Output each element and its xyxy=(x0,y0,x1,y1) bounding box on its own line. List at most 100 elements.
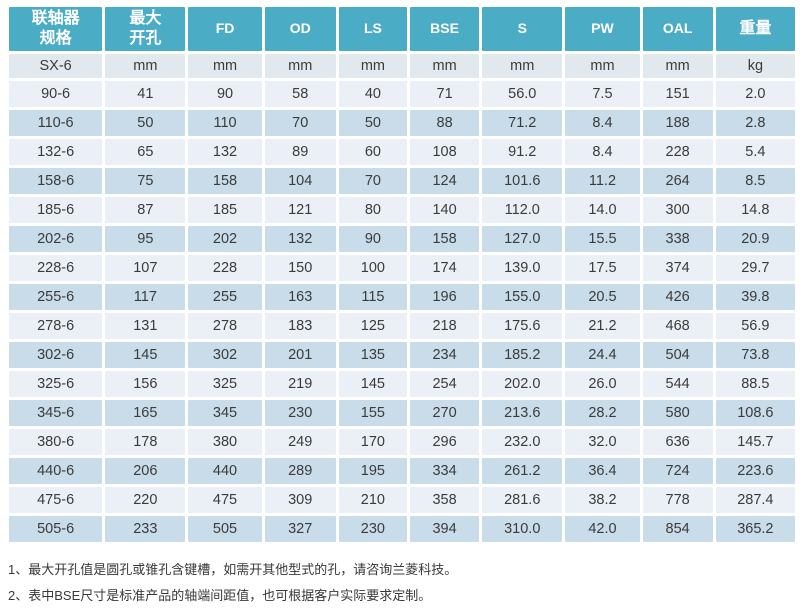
cell: mm xyxy=(264,54,336,78)
column-header-max-bore: 最大 开孔 xyxy=(105,7,186,51)
cell: 56.0 xyxy=(482,81,563,107)
cell: 14.8 xyxy=(715,197,795,223)
cell: 255-6 xyxy=(9,284,103,310)
header-label: 重量 xyxy=(739,20,772,37)
cell: 125 xyxy=(338,313,407,339)
cell: 8.5 xyxy=(715,168,795,194)
cell: 440-6 xyxy=(9,458,103,484)
header-label: 联轴器 xyxy=(31,10,80,27)
cell: 56.9 xyxy=(715,313,795,339)
cell: 505-6 xyxy=(9,516,103,542)
cell: 254 xyxy=(409,371,480,397)
cell: 42.0 xyxy=(565,516,640,542)
table-row: 110-6 50 110 70 50 88 71.2 8.4 188 2.8 xyxy=(9,110,795,136)
cell: kg xyxy=(715,54,795,78)
cell: 139.0 xyxy=(482,255,563,281)
cell: 327 xyxy=(264,516,336,542)
cell: 121 xyxy=(264,197,336,223)
cell: 165 xyxy=(105,400,186,426)
table-row: 302-6 145 302 201 135 234 185.2 24.4 504 73.8 xyxy=(9,342,795,368)
column-header-weight: 重量 xyxy=(715,7,795,51)
cell: 124 xyxy=(409,168,480,194)
cell: 101.6 xyxy=(482,168,563,194)
cell: 21.2 xyxy=(565,313,640,339)
cell: 220 xyxy=(105,487,186,513)
cell: 95 xyxy=(105,226,186,252)
cell: 2.0 xyxy=(715,81,795,107)
cell: 202.0 xyxy=(482,371,563,397)
cell: mm xyxy=(482,54,563,78)
cell: 296 xyxy=(409,429,480,455)
cell: 110 xyxy=(188,110,262,136)
cell: 183 xyxy=(264,313,336,339)
header-row: 联轴器 规格 最大 开孔 FD OD LS BSE xyxy=(9,7,795,51)
table-row: 132-6 65 132 89 60 108 91.2 8.4 228 5.4 xyxy=(9,139,795,165)
cell: 145 xyxy=(338,371,407,397)
table-row: 475-6 220 475 309 210 358 281.6 38.2 778 287.4 xyxy=(9,487,795,513)
column-header-fd: FD xyxy=(188,7,262,51)
table-row: 255-6 117 255 163 115 196 155.0 20.5 426 39.8 xyxy=(9,284,795,310)
table-row: 158-6 75 158 104 70 124 101.6 11.2 264 8.5 xyxy=(9,168,795,194)
cell: 108.6 xyxy=(715,400,795,426)
cell: 249 xyxy=(264,429,336,455)
cell: 505 xyxy=(188,516,262,542)
cell: 32.0 xyxy=(565,429,640,455)
cell: 8.4 xyxy=(565,110,640,136)
cell: 185-6 xyxy=(9,197,103,223)
cell: 309 xyxy=(264,487,336,513)
cell: 107 xyxy=(105,255,186,281)
cell: 380 xyxy=(188,429,262,455)
cell: 88 xyxy=(409,110,480,136)
cell: 127.0 xyxy=(482,226,563,252)
cell: 60 xyxy=(338,139,407,165)
cell: 255 xyxy=(188,284,262,310)
cell: 426 xyxy=(642,284,713,310)
cell: 218 xyxy=(409,313,480,339)
cell: 380-6 xyxy=(9,429,103,455)
cell: 185 xyxy=(188,197,262,223)
cell: 90 xyxy=(188,81,262,107)
cell: 325 xyxy=(188,371,262,397)
cell: 14.0 xyxy=(565,197,640,223)
cell: 213.6 xyxy=(482,400,563,426)
column-header-spec: 联轴器 规格 xyxy=(9,7,103,51)
cell: 178 xyxy=(105,429,186,455)
cell: 228 xyxy=(642,139,713,165)
column-header-od: OD xyxy=(264,7,336,51)
cell: 26.0 xyxy=(565,371,640,397)
cell: 36.4 xyxy=(565,458,640,484)
cell: 302 xyxy=(188,342,262,368)
table-header: 联轴器 规格 最大 开孔 FD OD LS BSE xyxy=(9,7,795,51)
coupling-spec-table: 联轴器 规格 最大 开孔 FD OD LS BSE xyxy=(6,4,798,545)
cell: 145.7 xyxy=(715,429,795,455)
cell: 188 xyxy=(642,110,713,136)
cell: 158-6 xyxy=(9,168,103,194)
cell: 58 xyxy=(264,81,336,107)
cell: 345-6 xyxy=(9,400,103,426)
cell: 325-6 xyxy=(9,371,103,397)
cell: 140 xyxy=(409,197,480,223)
cell: 132-6 xyxy=(9,139,103,165)
cell: 11.2 xyxy=(565,168,640,194)
cell: 20.9 xyxy=(715,226,795,252)
cell: 8.4 xyxy=(565,139,640,165)
cell: mm xyxy=(338,54,407,78)
cell: 91.2 xyxy=(482,139,563,165)
cell: 334 xyxy=(409,458,480,484)
cell: 158 xyxy=(188,168,262,194)
table-row: 185-6 87 185 121 80 140 112.0 14.0 300 14.8 xyxy=(9,197,795,223)
cell: 358 xyxy=(409,487,480,513)
cell: 854 xyxy=(642,516,713,542)
cell: 544 xyxy=(642,371,713,397)
header-label: BSE xyxy=(430,20,459,37)
cell: 302-6 xyxy=(9,342,103,368)
cell: 50 xyxy=(105,110,186,136)
cell: 145 xyxy=(105,342,186,368)
table-row: 440-6 206 440 289 195 334 261.2 36.4 724 223.6 xyxy=(9,458,795,484)
cell: 234 xyxy=(409,342,480,368)
table-row: 325-6 156 325 219 145 254 202.0 26.0 544 88.5 xyxy=(9,371,795,397)
cell: 65 xyxy=(105,139,186,165)
cell: 131 xyxy=(105,313,186,339)
cell: 80 xyxy=(338,197,407,223)
table-body: SX-6 mm mm mm mm mm mm mm mm kg 90-6 41 90 58 40 71 56.0… xyxy=(9,54,795,542)
